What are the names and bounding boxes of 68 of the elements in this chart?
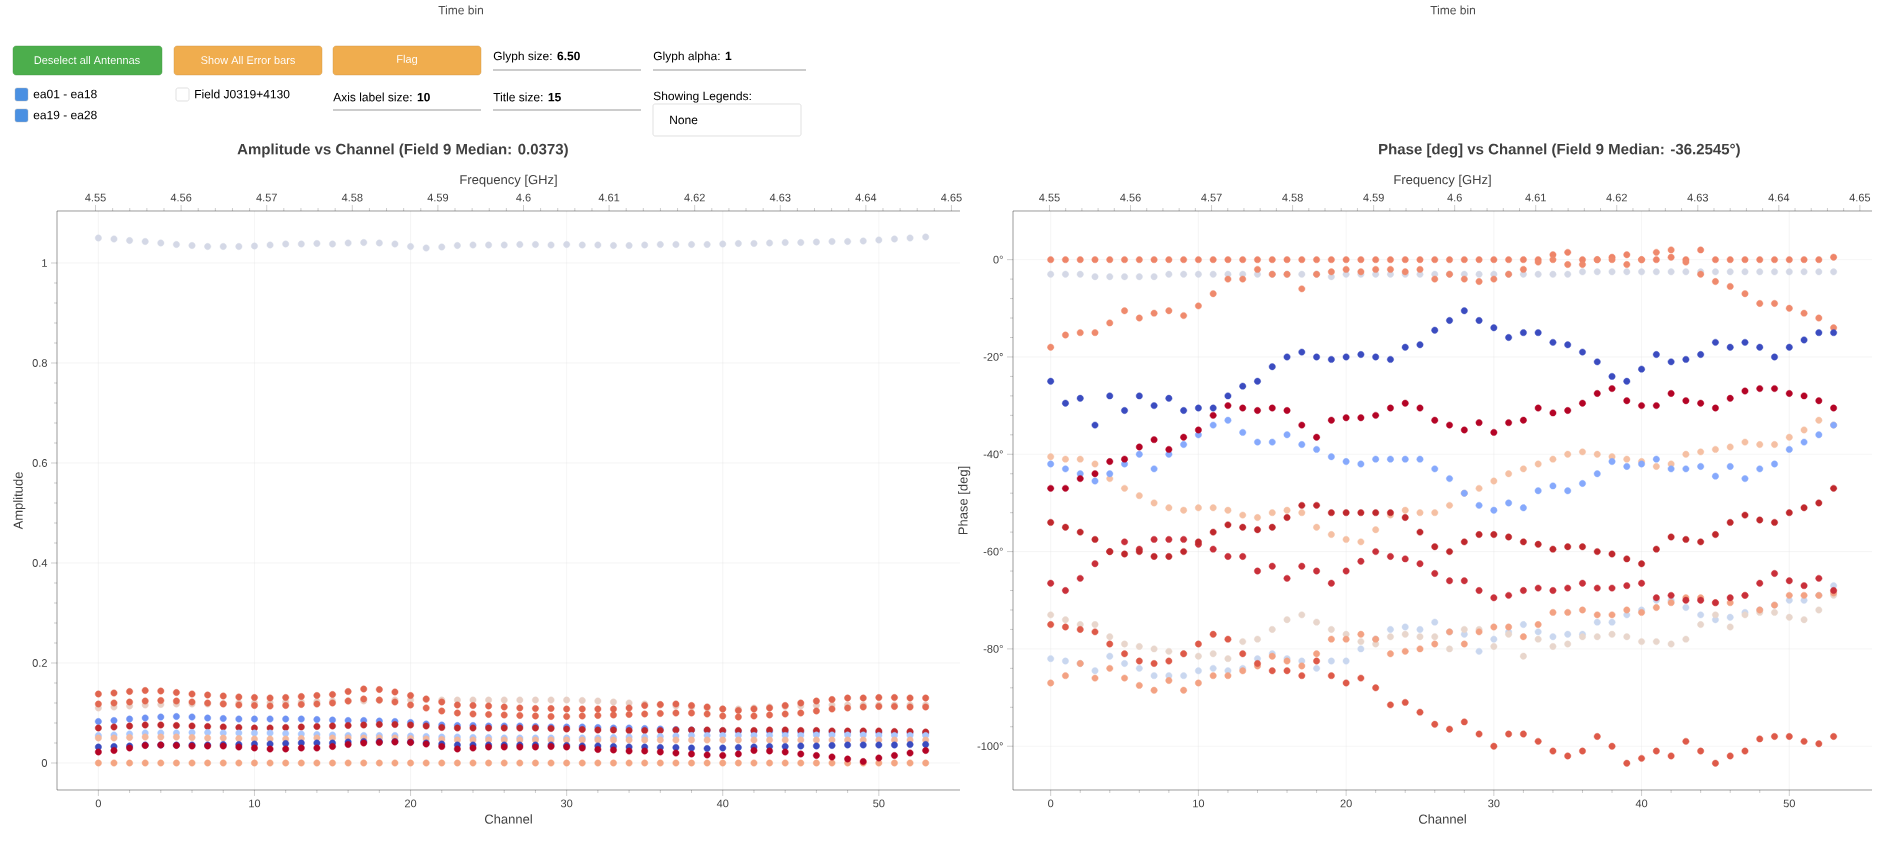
x-tick-label: 50 xyxy=(873,799,885,808)
x-axis-title: Channel xyxy=(484,814,532,824)
x2-tick-label: 4.57 xyxy=(256,193,277,202)
x2-tick-label: 4.65 xyxy=(941,193,962,202)
y-tick-label: -40° xyxy=(983,450,1003,459)
x2-tick-label: 4.62 xyxy=(1606,193,1627,202)
text: Showing Legends: xyxy=(653,91,751,103)
text: Axis label size: 10 xyxy=(333,92,430,102)
y-tick-label: -60° xyxy=(983,547,1003,556)
x2-tick-label: 4.62 xyxy=(684,193,705,202)
x2-axis-title: Frequency [GHz] xyxy=(1394,174,1491,187)
x-axis-title: Channel xyxy=(1418,814,1466,824)
chart-title: Amplitude vs Channel (Field 9 Median: 0.0373) xyxy=(237,143,568,158)
text: Time bin xyxy=(1430,5,1476,15)
y-tick-label: 0 xyxy=(41,759,48,767)
y-axis-title: Amplitude xyxy=(13,472,26,530)
text: Deselect all Antennas xyxy=(34,55,140,65)
x-tick-label: 0 xyxy=(95,799,101,808)
x2-tick-label: 4.61 xyxy=(1525,193,1546,202)
y-tick-label: 0.2 xyxy=(32,659,47,667)
x2-tick-label: 4.55 xyxy=(1039,193,1060,202)
text: Time bin xyxy=(438,5,483,15)
x2-tick-label: 4.59 xyxy=(1363,193,1384,202)
text: Flag xyxy=(397,54,417,66)
text: ea19 - ea28 xyxy=(33,110,97,120)
x2-axis-title: Frequency [GHz] xyxy=(460,174,557,187)
x-tick-label: 40 xyxy=(716,799,729,808)
text: Glyph size: 6.50 xyxy=(493,51,580,63)
x2-tick-label: 4.56 xyxy=(170,193,192,202)
y-tick-label: 0.8 xyxy=(32,359,47,367)
y-tick-label: -20° xyxy=(983,353,1003,361)
x-tick-label: 20 xyxy=(404,799,417,808)
x2-tick-label: 4.63 xyxy=(769,193,791,202)
text: Title size: 15 xyxy=(493,92,561,102)
x2-tick-label: 4.58 xyxy=(341,193,363,202)
x2-tick-label: 4.55 xyxy=(85,193,106,202)
x-tick-label: 20 xyxy=(1340,799,1352,808)
x-tick-label: 0 xyxy=(1048,799,1054,808)
x-tick-label: 50 xyxy=(1783,799,1795,808)
x2-tick-label: 4.63 xyxy=(1687,193,1708,202)
x2-tick-label: 4.6 xyxy=(516,193,531,202)
x-tick-label: 30 xyxy=(1488,799,1500,808)
x2-tick-label: 4.6 xyxy=(1447,193,1462,202)
y-tick-label: -80° xyxy=(983,645,1003,653)
x2-tick-label: 4.57 xyxy=(1201,193,1222,202)
x-tick-label: 40 xyxy=(1635,799,1648,808)
text: None xyxy=(670,115,698,125)
text: Glyph alpha: 1 xyxy=(653,51,732,63)
y-axis-title: Phase [deg] xyxy=(958,466,971,535)
x2-tick-label: 4.58 xyxy=(1282,193,1303,202)
x2-tick-label: 4.64 xyxy=(855,193,877,202)
x2-tick-label: 4.65 xyxy=(1849,193,1871,202)
x2-tick-label: 4.56 xyxy=(1120,193,1141,202)
x2-tick-label: 4.64 xyxy=(1768,193,1790,202)
x2-tick-label: 4.61 xyxy=(598,193,620,202)
chart-title: Phase [deg] vs Channel (Field 9 Median: -36.2545°) xyxy=(1379,143,1740,158)
x-tick-label: 30 xyxy=(560,799,573,808)
y-tick-label: -100° xyxy=(977,742,1003,751)
text: Field J0319+4130 xyxy=(195,89,290,99)
x-tick-label: 10 xyxy=(1193,799,1205,808)
y-tick-label: 0.6 xyxy=(32,459,47,467)
y-tick-label: 0.4 xyxy=(32,559,48,567)
text: Show All Error bars xyxy=(201,55,295,65)
y-tick-label: 0° xyxy=(993,255,1003,264)
x2-tick-label: 4.59 xyxy=(427,193,449,202)
y-tick-label: 1 xyxy=(42,259,47,267)
text: ea01 - ea18 xyxy=(33,89,97,99)
x-tick-label: 10 xyxy=(249,799,261,808)
